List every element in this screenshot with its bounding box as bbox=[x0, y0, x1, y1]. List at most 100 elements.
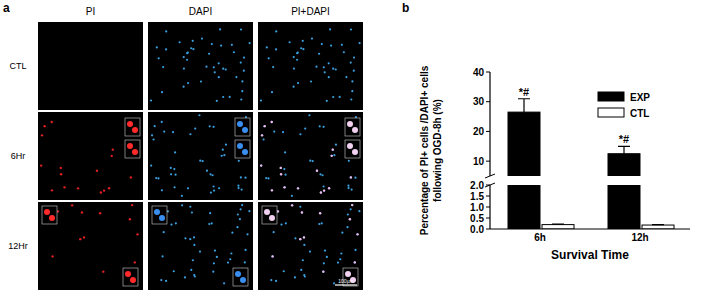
cell-dot bbox=[323, 126, 325, 128]
x-axis bbox=[490, 228, 690, 229]
cell-dot bbox=[299, 238, 301, 240]
x-tick-label: 6h bbox=[534, 232, 546, 243]
y-tick bbox=[486, 207, 490, 208]
cell-dot bbox=[186, 52, 188, 54]
cell-dot bbox=[350, 176, 352, 178]
cell-dot bbox=[354, 249, 356, 251]
cell-dot bbox=[353, 56, 355, 58]
cell-dot bbox=[316, 170, 318, 172]
cell-dot bbox=[184, 276, 186, 278]
cell-dot bbox=[294, 237, 296, 239]
inset-cell bbox=[132, 127, 138, 133]
cell-dot bbox=[350, 61, 352, 63]
inset-cell bbox=[132, 149, 138, 155]
inset-cell bbox=[159, 215, 165, 221]
cell-dot bbox=[170, 167, 172, 169]
cell-dot bbox=[268, 57, 270, 59]
cell-dot bbox=[323, 262, 325, 264]
inset-cell bbox=[44, 209, 50, 215]
cell-dot bbox=[112, 148, 114, 150]
cell-dot bbox=[328, 187, 330, 189]
cell-dot bbox=[241, 189, 243, 191]
cell-dot bbox=[161, 91, 163, 93]
cell-dot bbox=[210, 191, 212, 193]
cell-dot bbox=[271, 255, 273, 257]
cell-dot bbox=[236, 226, 238, 228]
y-axis bbox=[489, 72, 490, 176]
cell-dot bbox=[358, 210, 360, 212]
cell-dot bbox=[170, 223, 172, 225]
cell-dot bbox=[209, 212, 211, 214]
cell-dot bbox=[351, 90, 353, 92]
cell-dot bbox=[198, 114, 200, 116]
cell-dot bbox=[225, 68, 227, 70]
cell-dot bbox=[351, 204, 353, 206]
cell-dot bbox=[193, 244, 195, 246]
cell-dot bbox=[323, 66, 325, 68]
cell-dot bbox=[160, 279, 162, 281]
cell-dot bbox=[280, 223, 282, 225]
cell-dot bbox=[293, 67, 295, 69]
error-bar bbox=[652, 224, 664, 226]
cell-dot bbox=[208, 53, 210, 55]
cell-dot bbox=[175, 222, 177, 224]
cell-dot bbox=[229, 258, 231, 260]
bar bbox=[508, 112, 540, 229]
cell-dot bbox=[316, 170, 318, 172]
cell-dot bbox=[214, 71, 216, 73]
cell-dot bbox=[181, 195, 183, 197]
cell-dot bbox=[321, 222, 323, 224]
cell-dot bbox=[43, 125, 45, 127]
panel-label: b bbox=[402, 1, 409, 15]
cell-dot bbox=[222, 68, 224, 70]
cell-dot bbox=[271, 121, 273, 123]
cell-dot bbox=[187, 51, 189, 53]
cell-dot bbox=[237, 185, 239, 187]
cell-dot bbox=[333, 282, 335, 284]
cell-dot bbox=[311, 37, 313, 39]
cell-dot bbox=[260, 164, 262, 166]
cell-dot bbox=[225, 144, 227, 146]
cell-dot bbox=[260, 99, 262, 101]
legend-swatch bbox=[598, 108, 624, 117]
inset bbox=[233, 268, 248, 286]
inset-cell bbox=[242, 127, 248, 133]
cell-dot bbox=[199, 250, 201, 252]
cell-dot bbox=[296, 59, 298, 61]
cell-dot bbox=[332, 68, 334, 70]
cell-dot bbox=[173, 270, 175, 272]
cell-dot bbox=[270, 279, 272, 281]
cell-dot bbox=[51, 255, 53, 257]
cell-dot bbox=[222, 96, 224, 98]
y-axis-label: Percentage of PI+ cells /DAPI+ cells bbox=[419, 65, 430, 235]
cell-dot bbox=[350, 98, 352, 100]
cell-dot bbox=[351, 204, 353, 206]
cell-dot bbox=[191, 211, 193, 213]
inset-cell bbox=[237, 121, 243, 127]
cell-dot bbox=[194, 275, 196, 277]
cell-dot bbox=[275, 280, 277, 282]
cell-dot bbox=[218, 76, 220, 78]
cell-dot bbox=[309, 160, 311, 162]
cell-dot bbox=[161, 189, 163, 191]
cell-dot bbox=[332, 148, 334, 150]
cell-dot bbox=[297, 82, 299, 84]
cell-dot bbox=[304, 128, 306, 130]
cell-dot bbox=[83, 236, 85, 238]
cell-dot bbox=[241, 80, 243, 82]
cell-dot bbox=[282, 131, 284, 133]
cell-dot bbox=[187, 187, 189, 189]
error-bar bbox=[618, 146, 630, 153]
cell-dot bbox=[263, 125, 265, 127]
cell-dot bbox=[229, 96, 231, 98]
x-axis-label: Survival Time bbox=[551, 248, 629, 262]
cell-dot bbox=[284, 174, 286, 176]
cell-dot bbox=[100, 191, 102, 193]
cell-dot bbox=[280, 173, 282, 175]
cell-dot bbox=[41, 134, 43, 136]
legend-label: CTL bbox=[630, 108, 649, 119]
bar bbox=[608, 154, 640, 229]
cell-dot bbox=[213, 126, 215, 128]
cell-dot bbox=[172, 131, 174, 133]
cell-dot bbox=[353, 70, 355, 72]
